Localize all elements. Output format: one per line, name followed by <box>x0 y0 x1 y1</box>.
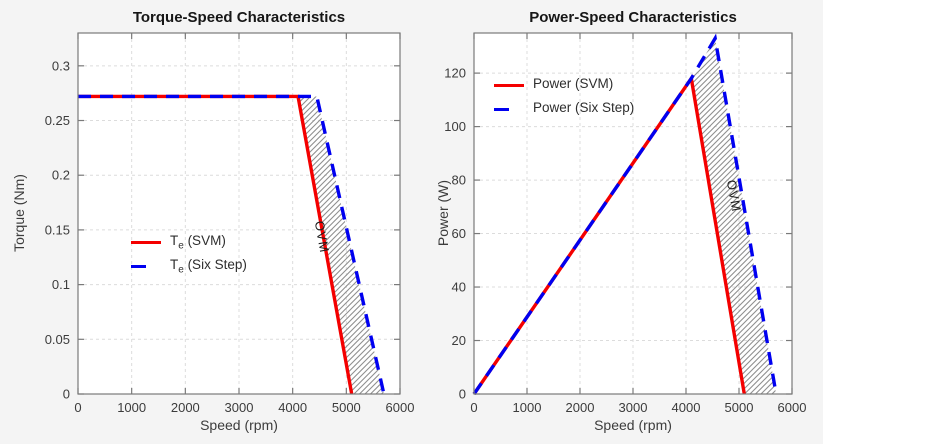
torque-y-axis-label: Torque (Nm) <box>11 174 27 252</box>
torque-x-axis-label: Speed (rpm) <box>200 417 278 433</box>
x-tick-label: 4000 <box>278 400 307 415</box>
svm-line-sample <box>131 240 161 245</box>
power-chart-title: Power-Speed Characteristics <box>529 9 737 26</box>
legend-entry-te-svm: Te (SVM) <box>131 233 247 252</box>
ovm-hatched-region <box>298 96 384 394</box>
power-x-axis-label: Speed (rpm) <box>594 417 672 433</box>
x-tick-label: 1000 <box>117 400 146 415</box>
x-tick-label: 2000 <box>171 400 200 415</box>
x-tick-label: 0 <box>74 400 81 415</box>
series-line-dashed <box>472 33 778 395</box>
y-tick-label: 0 <box>63 387 70 402</box>
legend-label-te-svm: Te (SVM) <box>170 233 226 252</box>
y-tick-label: 60 <box>452 226 466 241</box>
legend-entry-te-sixstep: Te (Six Step) <box>131 257 247 276</box>
y-tick-label: 20 <box>452 333 466 348</box>
x-tick-label: 3000 <box>619 400 648 415</box>
x-tick-label: 5000 <box>725 400 754 415</box>
y-tick-label: 0.2 <box>52 168 70 183</box>
ovm-hatched-region <box>691 38 777 395</box>
y-tick-label: 0.05 <box>45 332 70 347</box>
x-tick-label: 1000 <box>513 400 542 415</box>
x-tick-label: 3000 <box>225 400 254 415</box>
y-tick-label: 0.3 <box>52 58 70 73</box>
sixstep-line-sample <box>494 107 524 112</box>
legend-label-te-sixstep: Te (Six Step) <box>170 257 247 276</box>
svm-line-sample <box>494 83 524 88</box>
y-tick-label: 40 <box>452 280 466 295</box>
y-tick-label: 0.15 <box>45 222 70 237</box>
x-tick-label: 0 <box>470 400 477 415</box>
y-tick-label: 120 <box>444 66 466 81</box>
torque-legend: Te (SVM) Te (Six Step) <box>131 233 247 282</box>
x-tick-label: 4000 <box>672 400 701 415</box>
y-tick-label: 100 <box>444 119 466 134</box>
x-tick-label: 6000 <box>386 400 415 415</box>
power-legend: Power (SVM) Power (Six Step) <box>494 76 635 125</box>
y-tick-label: 0.1 <box>52 277 70 292</box>
legend-label-power-svm: Power (SVM) <box>533 76 614 92</box>
y-tick-label: 80 <box>452 173 466 188</box>
legend-label-power-sixstep: Power (Six Step) <box>533 100 635 116</box>
x-tick-label: 5000 <box>332 400 361 415</box>
x-tick-label: 2000 <box>566 400 595 415</box>
x-tick-label: 6000 <box>778 400 807 415</box>
torque-chart-graphics: 0 1000 2000 3000 4000 5000 6000 0 0.05 0.1 0.15 0.2… <box>45 32 415 415</box>
torque-chart-title: Torque-Speed Characteristics <box>132 9 346 26</box>
power-y-axis-label: Power (W) <box>435 179 451 247</box>
legend-entry-power-sixstep: Power (Six Step) <box>494 100 635 118</box>
power-chart-graphics: 0 1000 2000 3000 4000 5000 6000 0 20 40 60 80 100 120 <box>444 32 807 415</box>
y-tick-label: 0 <box>459 387 466 402</box>
series-line-dashed <box>78 94 386 395</box>
sixstep-line-sample <box>131 264 161 269</box>
legend-entry-power-svm: Power (SVM) <box>494 76 634 94</box>
y-tick-label: 0.25 <box>45 113 70 128</box>
